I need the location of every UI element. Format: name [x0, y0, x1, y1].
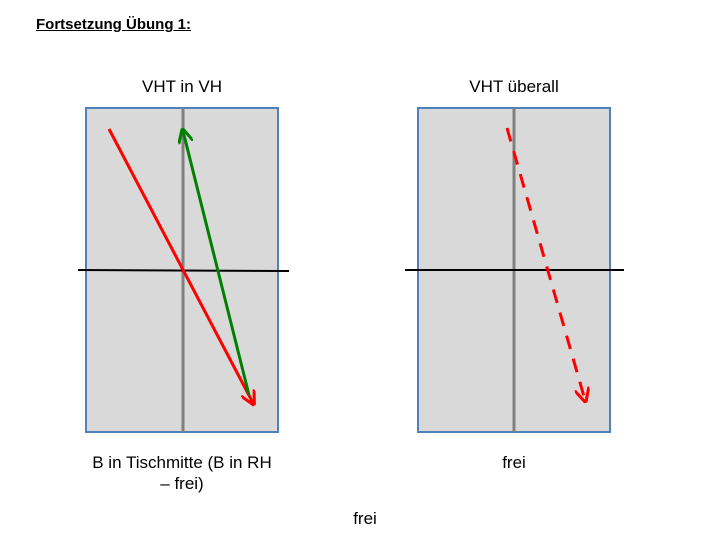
slide-title: Fortsetzung Übung 1: — [36, 16, 191, 33]
green-arrow-return — [183, 131, 251, 396]
right-panel-heading: VHT überall — [469, 77, 559, 96]
left-panel-heading: VHT in VH — [142, 77, 222, 96]
left-table — [77, 107, 290, 433]
left-panel-caption: B in Tischmitte (B in RH – frei) — [92, 453, 272, 493]
red-arrow-diagonal — [107, 128, 253, 403]
right-panel-caption: frei — [502, 453, 526, 472]
right-table — [405, 107, 624, 433]
footer-note: frei — [353, 509, 377, 528]
